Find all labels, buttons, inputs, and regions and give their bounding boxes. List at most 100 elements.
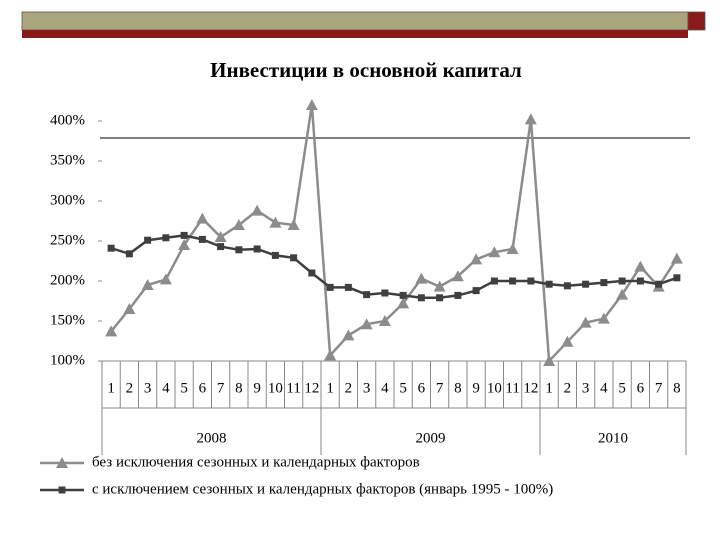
- point: [655, 280, 663, 288]
- x-tick-label: 5: [399, 380, 407, 396]
- point: [488, 246, 501, 258]
- y-tick-label: 300%: [50, 192, 85, 208]
- x-tick-label: 11: [505, 380, 519, 396]
- x-tick-label: 2: [564, 380, 572, 396]
- legend-label: с исключением сезонных и календарных фак…: [92, 481, 553, 497]
- point: [217, 243, 225, 251]
- x-tick-label: 3: [363, 380, 371, 396]
- x-tick-label: 6: [199, 380, 207, 396]
- x-tick-label: 5: [180, 380, 188, 396]
- point: [563, 282, 571, 290]
- point: [251, 204, 264, 216]
- point: [490, 277, 498, 285]
- x-tick-label: 5: [618, 380, 626, 396]
- x-tick-label: 1: [326, 380, 334, 396]
- point: [545, 280, 553, 288]
- point: [597, 312, 610, 324]
- point: [141, 279, 154, 290]
- series-line: [110, 234, 678, 300]
- point: [506, 243, 519, 254]
- x-tick-label: 12: [304, 380, 319, 396]
- point: [271, 251, 279, 259]
- x-tick-label: 11: [286, 380, 300, 396]
- point: [159, 273, 172, 285]
- y-tick-label: 200%: [50, 272, 85, 288]
- point: [527, 277, 535, 285]
- point: [670, 252, 683, 264]
- point: [107, 244, 115, 252]
- point: [600, 279, 608, 287]
- year-label: 2010: [598, 430, 628, 446]
- point: [363, 291, 371, 299]
- point: [56, 457, 68, 468]
- x-tick-label: 6: [418, 380, 426, 396]
- point: [235, 246, 243, 254]
- x-tick-label: 12: [523, 380, 538, 396]
- point: [305, 99, 318, 110]
- point: [579, 316, 592, 328]
- point: [616, 288, 629, 300]
- point: [451, 270, 464, 282]
- point: [397, 297, 410, 309]
- point: [180, 231, 188, 239]
- x-tick-label: 3: [582, 380, 590, 396]
- point: [582, 280, 590, 288]
- legend-label: без исключения сезонных и календарных фа…: [92, 454, 420, 470]
- point: [308, 269, 316, 277]
- x-tick-label: 8: [454, 380, 462, 396]
- x-tick-label: 4: [381, 380, 389, 396]
- point: [214, 231, 227, 242]
- point: [198, 235, 206, 243]
- point: [454, 291, 462, 299]
- point: [125, 250, 133, 258]
- x-tick-label: 2: [345, 380, 353, 396]
- x-tick-label: 7: [217, 380, 225, 396]
- point: [561, 335, 574, 347]
- y-tick-label: 350%: [50, 152, 85, 168]
- point: [381, 289, 389, 297]
- point: [472, 287, 480, 295]
- point: [123, 303, 136, 314]
- x-tick-label: 1: [107, 380, 115, 396]
- point: [618, 277, 626, 285]
- header-bar: [21, 11, 689, 31]
- x-tick-label: 6: [637, 380, 645, 396]
- point: [326, 283, 334, 291]
- point: [344, 283, 352, 291]
- series-line: [110, 104, 678, 364]
- point: [417, 294, 425, 302]
- x-tick-label: 7: [655, 380, 663, 396]
- point: [290, 254, 298, 262]
- header-square: [687, 11, 706, 31]
- point: [470, 253, 483, 265]
- x-tick-label: 4: [162, 380, 170, 396]
- point: [636, 277, 644, 285]
- x-tick-label: 1: [545, 380, 553, 396]
- point: [178, 239, 191, 250]
- y-tick-label: 100%: [50, 352, 85, 368]
- x-tick-label: 10: [487, 380, 502, 396]
- point: [360, 318, 373, 330]
- x-tick-label: 8: [673, 380, 681, 396]
- point: [415, 272, 428, 284]
- x-tick-label: 7: [436, 380, 444, 396]
- point: [433, 280, 446, 292]
- y-tick-label: 250%: [50, 232, 85, 248]
- y-tick-label: 150%: [50, 312, 85, 328]
- x-tick-label: 10: [268, 380, 283, 396]
- point: [287, 219, 300, 230]
- point: [324, 349, 337, 361]
- point: [269, 216, 282, 228]
- x-tick-label: 9: [253, 380, 261, 396]
- x-tick-label: 4: [600, 380, 608, 396]
- year-label: 2008: [197, 430, 227, 446]
- point: [342, 329, 355, 341]
- point: [673, 274, 681, 282]
- point: [399, 291, 407, 299]
- point: [196, 212, 209, 224]
- header-stripe: [22, 30, 688, 38]
- point: [378, 315, 391, 326]
- point: [232, 219, 245, 230]
- point: [436, 294, 444, 302]
